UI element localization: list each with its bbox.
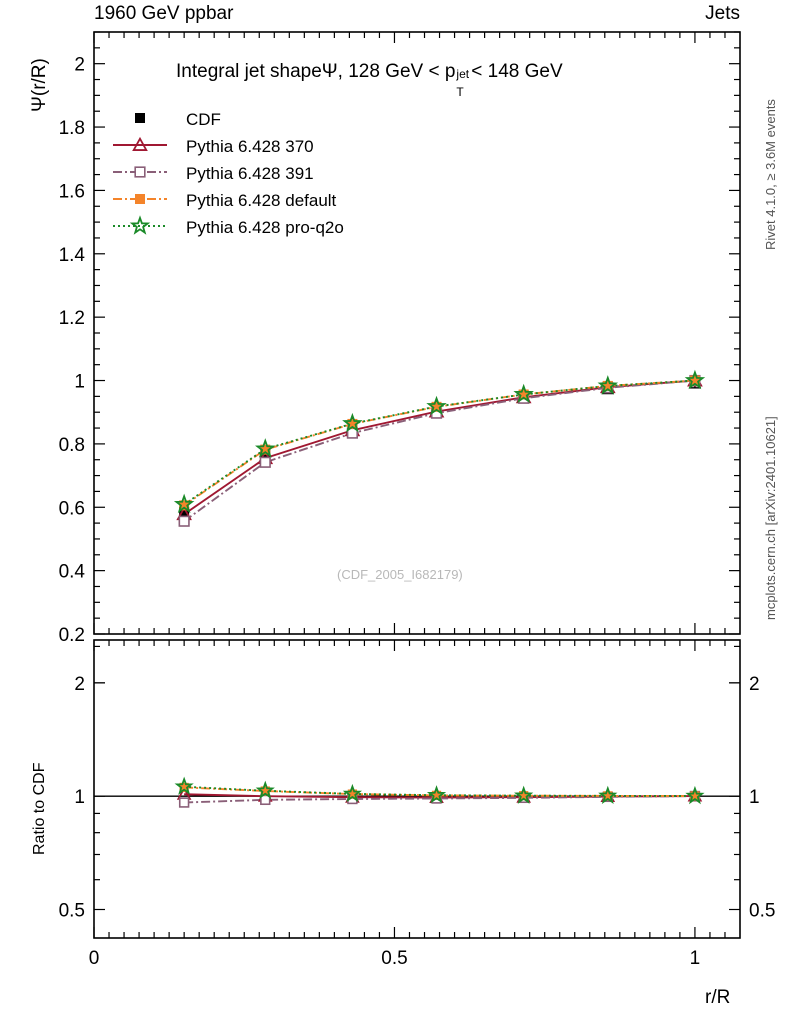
marker-star-open bbox=[342, 783, 362, 803]
marker-star-open bbox=[597, 375, 619, 395]
legend-label-p370: Pythia 6.428 370 bbox=[186, 137, 314, 156]
y-tick-label-ratio-right: 0.5 bbox=[749, 900, 775, 921]
series-line bbox=[183, 379, 695, 506]
legend-label-p391: Pythia 6.428 391 bbox=[186, 164, 314, 183]
marker-star-open bbox=[598, 785, 618, 805]
marker-square-filled bbox=[135, 194, 145, 204]
marker-square-open bbox=[178, 797, 190, 808]
marker-star-open bbox=[129, 215, 151, 235]
plot-title: Integral jet shapeΨ, 128 GeV < p jet T < 1… bbox=[176, 61, 563, 98]
x-axis-title: r/R bbox=[705, 987, 731, 1008]
marker-star-open bbox=[255, 780, 275, 799]
marker-square-open bbox=[134, 166, 146, 178]
y-tick-label-main: 1 bbox=[74, 372, 85, 393]
marker-star-open bbox=[514, 785, 534, 804]
header-left: 1960 GeV ppbar bbox=[94, 3, 234, 24]
title-mid: , 128 GeV < p bbox=[337, 61, 456, 82]
y-tick-label-ratio: 2 bbox=[74, 674, 85, 695]
y-tick-label-main: 1.4 bbox=[59, 245, 86, 266]
y-tick-label-main: 0.4 bbox=[59, 562, 86, 583]
y-tick-label-main: 0.2 bbox=[59, 625, 85, 646]
title-subscript: T bbox=[456, 85, 464, 99]
x-tick-label: 0.5 bbox=[381, 948, 407, 969]
x-tick-label: 1 bbox=[690, 948, 701, 969]
marker-star-open bbox=[426, 785, 447, 804]
marker-star-open bbox=[513, 383, 534, 404]
y-tick-label-main: 1.6 bbox=[59, 181, 85, 202]
y-tick-label-main: 2 bbox=[74, 55, 85, 76]
title-prefix: Integral jet shape bbox=[176, 61, 322, 82]
legend-label-proq2o: Pythia 6.428 pro-q2o bbox=[186, 218, 344, 237]
y-tick-label-main: 1.8 bbox=[59, 118, 85, 139]
series-line bbox=[183, 379, 695, 507]
y-tick-label-ratio-right: 1 bbox=[749, 787, 760, 808]
header-right: Jets bbox=[705, 3, 740, 24]
marker-star-open bbox=[426, 395, 447, 416]
y-tick-label-main: 0.6 bbox=[59, 498, 85, 519]
legend-label-cdf: CDF bbox=[186, 110, 221, 129]
marker-star-open bbox=[255, 438, 276, 458]
marker-square-filled bbox=[135, 113, 145, 123]
y-tick-label-ratio: 1 bbox=[74, 787, 85, 808]
title-psi: Ψ bbox=[321, 61, 338, 82]
marker-star-open bbox=[684, 369, 706, 390]
ratio-panel-frame bbox=[93, 639, 741, 939]
y-tick-label-main: 1.2 bbox=[59, 308, 85, 329]
marker-star-open bbox=[685, 785, 705, 805]
legend-label-pdefault: Pythia 6.428 default bbox=[186, 191, 337, 210]
title-suffix: < 148 GeV bbox=[455, 61, 563, 82]
x-tick-label: 0 bbox=[89, 948, 100, 969]
title-superscript: jet bbox=[456, 67, 470, 81]
marker-triangle-open bbox=[132, 136, 148, 151]
y-tick-label-ratio-right: 2 bbox=[749, 674, 760, 695]
marker-square-open bbox=[259, 456, 271, 468]
marker-square-open bbox=[178, 515, 190, 527]
marker-star-open bbox=[342, 412, 363, 433]
y-tick-label-main: 0.8 bbox=[59, 435, 85, 456]
marker-star-open bbox=[173, 493, 195, 514]
y-tick-label-ratio: 0.5 bbox=[59, 900, 85, 921]
analysis-watermark: (CDF_2005_I682179) bbox=[337, 567, 463, 582]
marker-star-open bbox=[174, 776, 194, 795]
